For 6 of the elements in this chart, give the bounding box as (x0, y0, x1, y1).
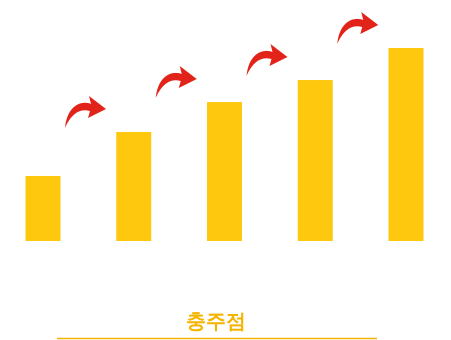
bar (388, 48, 424, 241)
bar (298, 80, 333, 241)
text: 충주점 (186, 309, 246, 333)
bar (207, 102, 242, 241)
bar (116, 132, 152, 241)
bar (26, 176, 60, 241)
